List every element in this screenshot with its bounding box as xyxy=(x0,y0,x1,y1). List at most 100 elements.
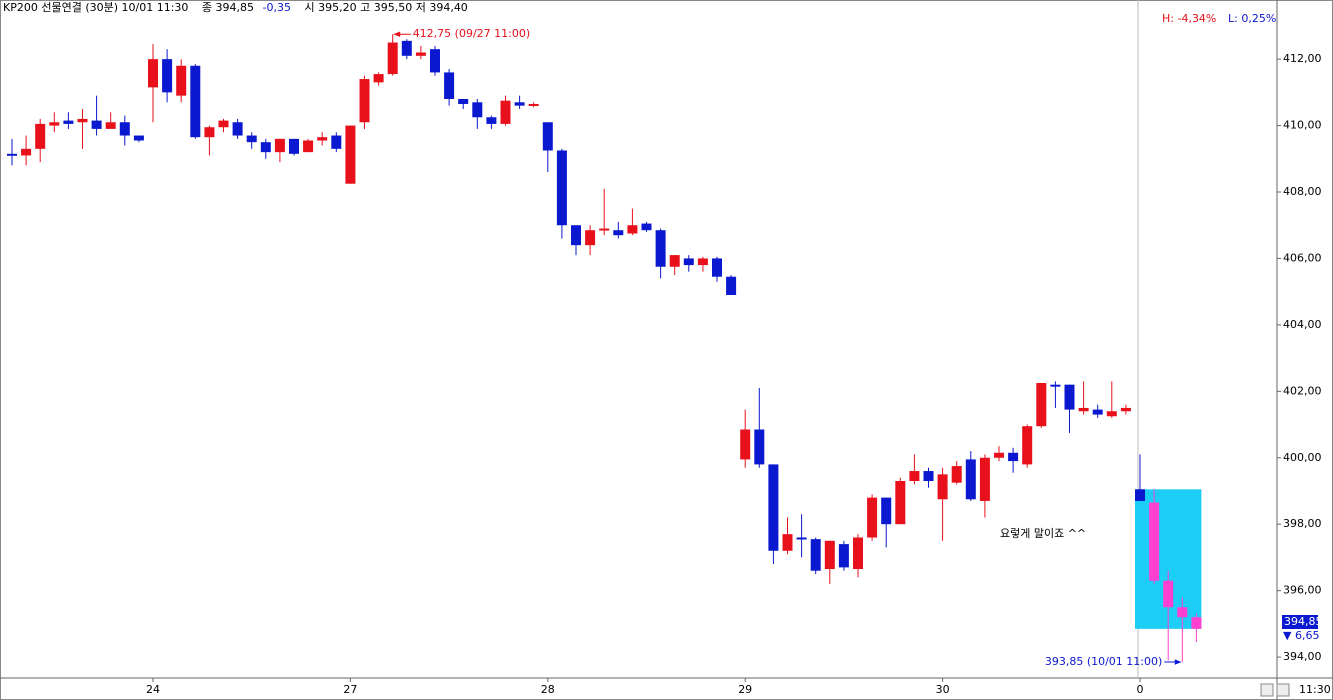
y-tick-label: 402,00 xyxy=(1283,384,1322,397)
candle-body xyxy=(1022,426,1033,465)
candle-body xyxy=(401,40,412,56)
y-tick-label: 412,00 xyxy=(1283,52,1322,65)
candle-body xyxy=(556,150,567,226)
header-change: -0,35 xyxy=(263,1,291,14)
tool-button[interactable] xyxy=(1260,683,1274,697)
candle-body xyxy=(176,65,187,96)
candle-body xyxy=(1177,607,1188,618)
candle-body xyxy=(190,65,201,138)
close-button[interactable] xyxy=(1276,683,1290,697)
candle-body xyxy=(63,120,74,124)
y-tick-label: 410,00 xyxy=(1283,119,1322,132)
candle-body xyxy=(697,258,708,266)
time-label: 11:30 xyxy=(1299,683,1331,696)
candle-body xyxy=(49,122,60,126)
y-tick-label: 396,00 xyxy=(1283,584,1322,597)
y-tick-label: 398,00 xyxy=(1283,517,1322,530)
candle-body xyxy=(979,457,990,501)
last-change: ▼ 6,65 xyxy=(1283,629,1319,642)
candle-body xyxy=(458,98,469,104)
candle-body xyxy=(1106,411,1117,417)
candle-body xyxy=(232,122,243,136)
candle-body xyxy=(472,102,483,118)
candle-body xyxy=(740,429,751,460)
candle-body xyxy=(571,225,581,246)
candle-body xyxy=(994,452,1004,458)
x-tick-label: 27 xyxy=(343,683,357,696)
candle-body xyxy=(415,52,426,56)
candle-body xyxy=(1092,409,1103,415)
x-tick-label: 24 xyxy=(146,683,160,696)
last-price-box xyxy=(1282,615,1318,629)
candle-body xyxy=(430,49,440,73)
candle-body xyxy=(246,135,257,143)
candle-body xyxy=(105,122,116,129)
y-tick-label: 404,00 xyxy=(1283,318,1322,331)
candle-body xyxy=(937,474,948,500)
candle-body xyxy=(1135,489,1145,501)
candle-body xyxy=(1163,580,1174,608)
candle-body xyxy=(289,138,299,154)
candle-body xyxy=(641,223,652,231)
candle-body xyxy=(274,138,285,153)
candle-body xyxy=(923,471,934,482)
candle-body xyxy=(726,276,737,295)
candle-body xyxy=(1191,617,1202,629)
candle-body xyxy=(218,120,229,128)
candle-body xyxy=(204,127,215,138)
header-title: KP200 선물연결 (30분) 10/01 11:30 xyxy=(3,1,188,14)
candle-body xyxy=(133,135,144,141)
range-high: H: -4,34% xyxy=(1162,12,1216,25)
y-tick-label: 394,00 xyxy=(1283,650,1322,663)
candle-body xyxy=(162,59,173,93)
range-low: L: 0,25% xyxy=(1228,12,1276,25)
candle-body xyxy=(387,42,398,75)
candle-body xyxy=(1008,452,1019,462)
candle-body xyxy=(77,118,88,123)
candle-body xyxy=(585,230,596,246)
y-tick-label: 400,00 xyxy=(1283,451,1322,464)
candle-body xyxy=(260,142,271,153)
candle-body xyxy=(1120,407,1131,412)
candle-body xyxy=(1036,383,1047,427)
candle-body xyxy=(359,79,370,123)
candle-body xyxy=(345,125,356,184)
candle-body xyxy=(655,230,666,267)
candle-body xyxy=(444,72,455,99)
x-tick-label: 0 xyxy=(1137,683,1144,696)
max-annotation: 412,75 (09/27 11:00) xyxy=(413,27,530,40)
candle-body xyxy=(500,100,511,124)
candle-body xyxy=(486,117,497,124)
candle-body xyxy=(824,540,835,570)
candle-body xyxy=(373,74,384,83)
x-tick-label: 30 xyxy=(936,683,950,696)
candle-body xyxy=(838,544,849,568)
header-close: 종 394,85 xyxy=(202,1,254,14)
x-tick-label: 28 xyxy=(541,683,555,696)
candle-body xyxy=(1149,502,1160,581)
candle-body xyxy=(782,534,793,551)
candle-body xyxy=(599,228,610,231)
max-arrow xyxy=(393,31,411,37)
candle-body xyxy=(1050,384,1061,387)
min-annotation: 393,85 (10/01 11:00) xyxy=(1045,655,1162,668)
candle-body xyxy=(669,255,680,267)
candle-body xyxy=(965,459,976,500)
y-tick-label: 406,00 xyxy=(1283,251,1322,264)
candle-body xyxy=(810,539,821,571)
header-ohl: 시 395,20 고 395,50 저 394,40 xyxy=(305,1,468,14)
candle-body xyxy=(21,148,32,156)
candle-body xyxy=(514,102,525,106)
candle-body xyxy=(909,471,920,482)
y-tick-label: 408,00 xyxy=(1283,185,1322,198)
candle-body xyxy=(881,497,892,525)
candle-body xyxy=(712,258,722,277)
candle-body xyxy=(1078,407,1089,412)
candle-body xyxy=(148,59,158,88)
note: 요렇게 말이죠 ^^ xyxy=(1000,527,1086,540)
candle-body xyxy=(683,258,694,266)
candle-body xyxy=(951,466,962,483)
last-price: 394,85 xyxy=(1284,615,1323,628)
